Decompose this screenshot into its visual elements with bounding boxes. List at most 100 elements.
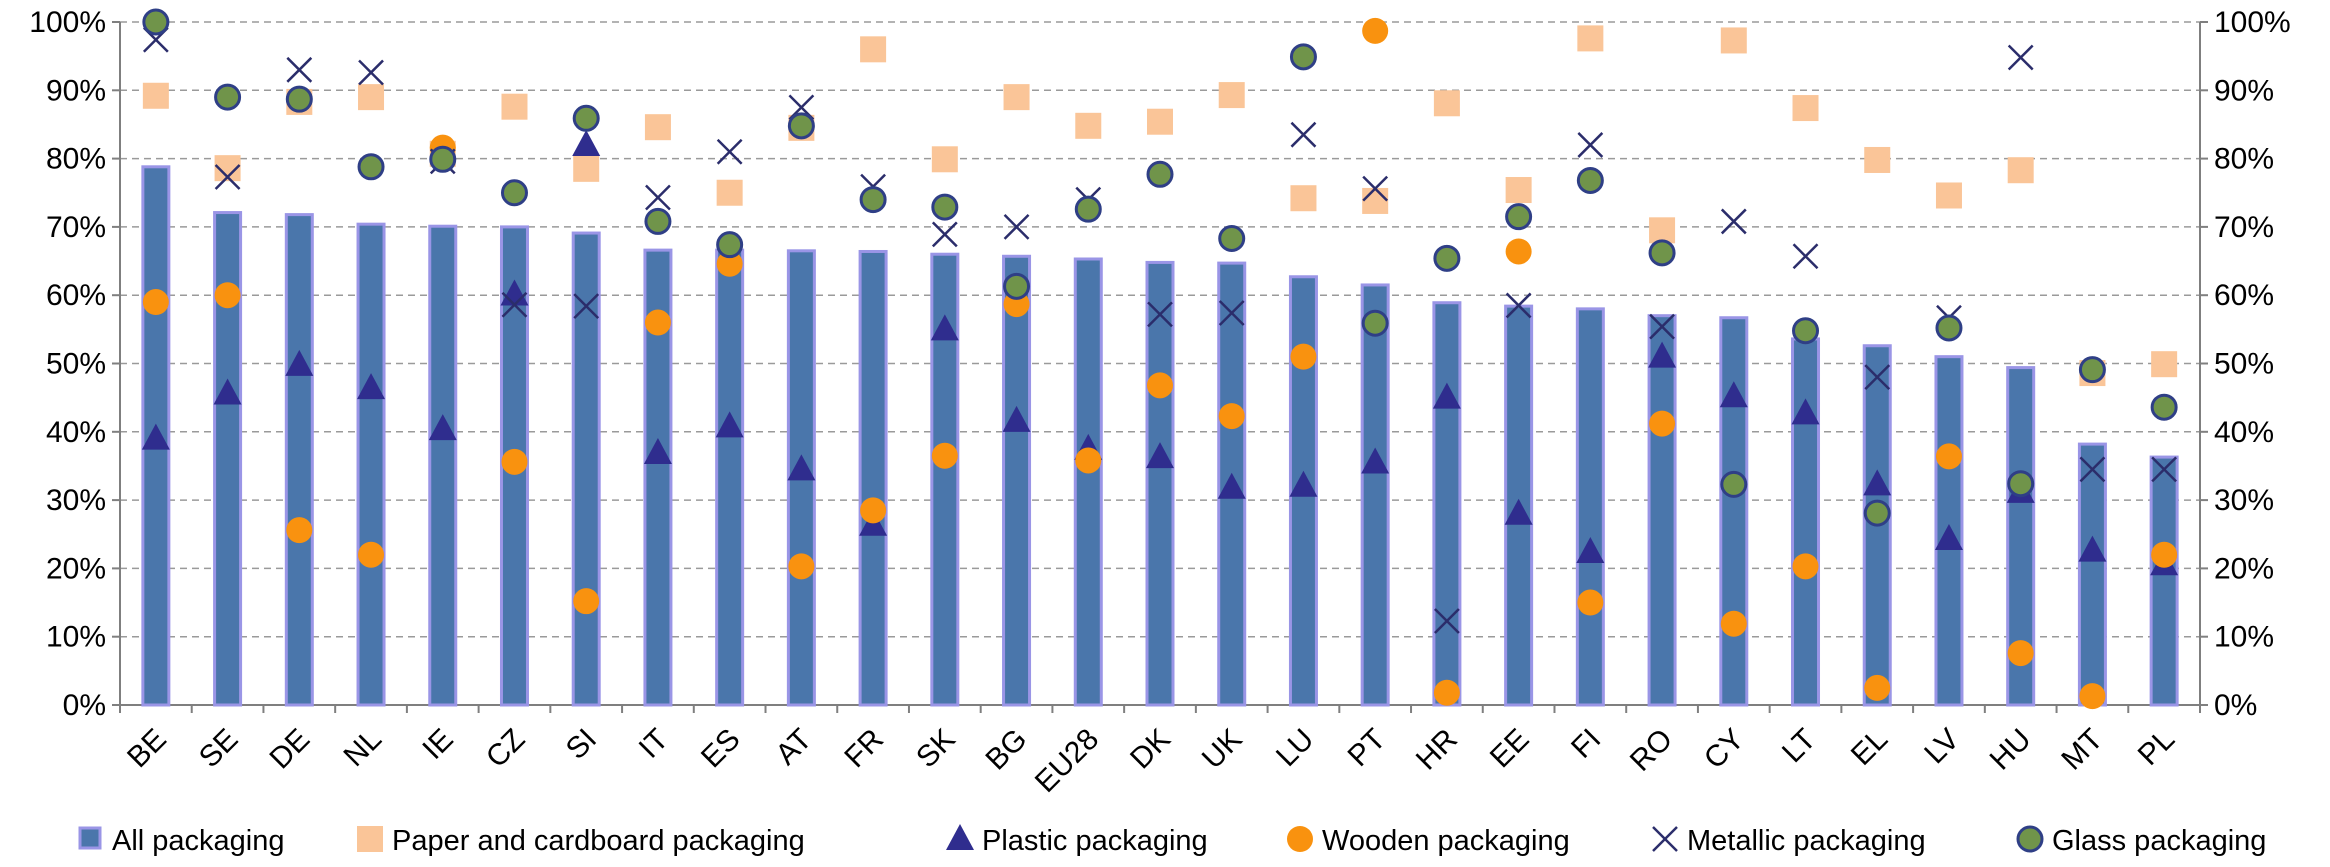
point-wooden-packaging-UK [1218,403,1245,430]
y-tick-label: 100% [29,6,106,39]
point-plastic-packaging-BG [1002,405,1031,432]
y-tick-label-right: 10% [2214,621,2274,654]
point-paper-and-cardboard-packaging-LV [1935,182,1962,209]
gridlines [120,21,2200,638]
bar-all-packaging-LT [1791,337,1821,707]
x-tick-label: FI [1565,723,1607,765]
x-tick-label: EU28 [1029,723,1105,799]
legend-symbol [357,826,383,852]
point-paper-and-cardboard-packaging-LU [1290,185,1317,212]
point-paper-and-cardboard-packaging-UK [1218,82,1245,109]
point-paper-and-cardboard-packaging-PT [1362,187,1389,214]
bar-all-packaging-PT [1360,283,1390,707]
point-wooden-packaging-LU [1290,343,1317,370]
legend-label: Glass packaging [2052,825,2266,857]
x-tick-label: SI [560,723,603,766]
point-wooden-packaging-CZ [501,448,528,475]
legend-symbol [2016,825,2044,853]
point-plastic-packaging-LU [1289,470,1318,497]
x-tick-label: HU [1984,723,2038,777]
point-metallic-packaging-UK [1218,300,1245,326]
legend-item: Plastic packaging [946,824,1208,857]
point-paper-and-cardboard-packaging-BE [142,82,169,109]
point-plastic-packaging-NL [357,373,386,400]
point-glass-packaging-SE [214,83,242,111]
point-paper-and-cardboard-packaging-HR [1433,90,1460,117]
point-plastic-packaging-UK [1217,472,1246,499]
point-plastic-packaging-CY [1719,381,1748,408]
point-paper-and-cardboard-packaging-EU28 [1075,112,1102,139]
legend-item: Glass packaging [2016,825,2266,857]
point-metallic-packaging-HR [1434,608,1460,634]
point-wooden-packaging-EU28 [1075,447,1102,474]
point-glass-packaging-BG [1003,272,1031,300]
point-paper-and-cardboard-packaging-BG [1003,84,1030,111]
x-tick-label: EE [1484,723,1536,775]
x-tick-label: LV [1918,723,1966,771]
y-tick-label-right: 30% [2214,484,2274,517]
y-tick-label: 40% [46,416,106,449]
y-tick-label: 0% [63,689,106,722]
bar-all-packaging-EU28 [1073,257,1103,707]
point-glass-packaging-EU28 [1074,195,1102,223]
y-tick-label-right: 40% [2214,416,2274,449]
point-glass-packaging-IE [429,145,457,173]
legend-label: Paper and cardboard packaging [392,825,805,857]
point-paper-and-cardboard-packaging-LT [1792,95,1819,122]
y-tick-label: 60% [46,279,106,312]
point-glass-packaging-FR [859,186,887,214]
x-tick-label: SK [910,723,962,775]
x-tick-label: CZ [480,723,532,775]
y-tick-label: 30% [46,484,106,517]
point-wooden-packaging-SI [573,588,600,615]
bars [141,165,2179,707]
legend-label: Metallic packaging [1687,825,1926,857]
point-plastic-packaging-IE [428,414,457,441]
point-metallic-packaging-PL [2151,456,2178,483]
y-tick-label-right: 50% [2214,348,2274,381]
x-tick-label: DE [263,723,316,776]
point-wooden-packaging-DE [286,517,313,544]
bar-all-packaging-DE [284,213,314,707]
x-tick-label: EL [1845,723,1894,772]
legend-item: All packaging [78,825,285,857]
point-plastic-packaging-DK [1146,442,1174,469]
x-tick-label: UK [1196,723,1249,776]
point-glass-packaging-PT [1361,309,1389,337]
axes [112,21,2208,713]
point-glass-packaging-LU [1289,43,1317,71]
legend-symbol [1652,826,1678,852]
point-wooden-packaging-EL [1864,674,1891,701]
legend-item: Paper and cardboard packaging [357,825,805,857]
y-tick-label-right: 20% [2214,552,2274,585]
point-metallic-packaging-EE [1505,292,1532,319]
point-paper-and-cardboard-packaging-HU [2007,157,2034,184]
point-paper-and-cardboard-packaging-IT [644,114,671,141]
point-metallic-packaging-CY [1720,208,1747,235]
point-glass-packaging-PL [2150,393,2178,421]
point-paper-and-cardboard-packaging-SI [573,155,600,182]
point-plastic-packaging-LV [1934,524,1963,551]
point-paper-and-cardboard-packaging-EE [1505,177,1532,204]
x-tick-label: BG [980,723,1034,777]
point-plastic-packaging-HR [1432,382,1461,409]
markers [141,8,2179,710]
point-glass-packaging-UK [1218,225,1246,253]
point-glass-packaging-RO [1648,239,1676,267]
point-metallic-packaging-DK [1147,301,1173,328]
x-tick-label: SE [193,723,245,775]
point-plastic-packaging-ES [715,411,744,438]
legend-item: Metallic packaging [1652,825,1926,857]
y-tick-label-right: 100% [2214,6,2291,39]
point-glass-packaging-DK [1146,160,1174,188]
point-plastic-packaging-MT [2078,535,2107,562]
y-tick-label: 10% [46,621,106,654]
bar-all-packaging-FI [1575,307,1605,707]
point-glass-packaging-MT [2078,356,2106,384]
bar-all-packaging-NL [356,222,386,707]
point-metallic-packaging-IT [645,184,671,211]
x-tick-label: ES [695,723,747,775]
y-tick-label-right: 60% [2214,279,2274,312]
point-glass-packaging-SK [931,193,959,221]
